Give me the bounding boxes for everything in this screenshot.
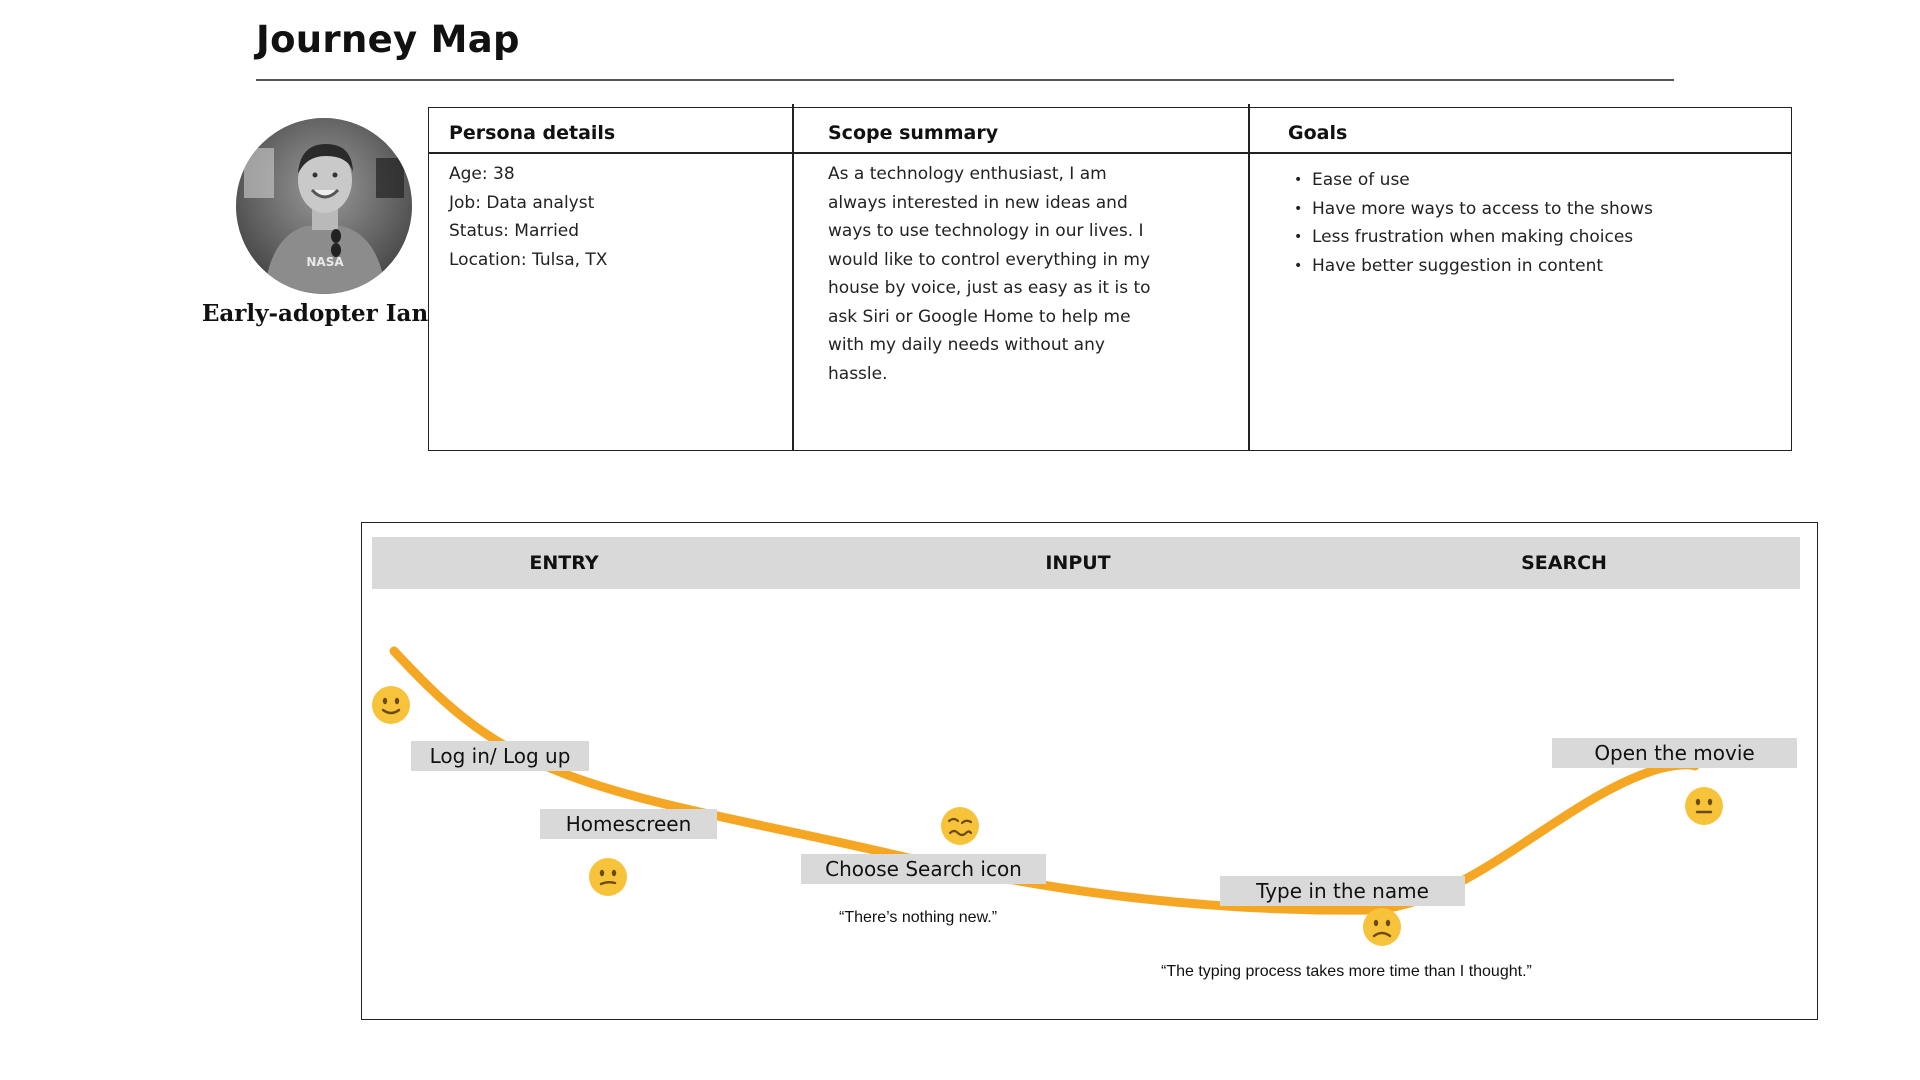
- step-type-name: Type in the name: [1220, 876, 1465, 906]
- page-title: Journey Map: [256, 18, 520, 61]
- scope-line: As a technology enthusiast, I am: [828, 164, 1107, 184]
- woozy-face-icon: [941, 807, 979, 845]
- scope-line: hassle.: [828, 363, 888, 384]
- scope-line: house by voice, just as easy as it is to: [828, 278, 1151, 298]
- phase-entry: ENTRY: [529, 552, 599, 574]
- step-open-movie: Open the movie: [1552, 738, 1797, 768]
- header-divider: [429, 152, 1791, 154]
- persona-status: Status: Married: [449, 221, 580, 241]
- scope-line: would like to control everything in my: [828, 249, 1151, 270]
- journey-frame: [361, 522, 1818, 1020]
- column-divider: [1248, 104, 1250, 451]
- scope-line: ways to use technology in our lives. I: [828, 221, 1144, 241]
- goal-item: Have better suggestion in content: [1294, 252, 1653, 281]
- scope-summary-heading: Scope summary: [828, 122, 999, 144]
- phase-bar: ENTRY INPUT SEARCH: [372, 537, 1800, 589]
- phase-input: INPUT: [1045, 552, 1111, 574]
- goals-list: Ease of use Have more ways to access to …: [1294, 166, 1653, 280]
- scope-line: with my daily needs without any: [828, 335, 1105, 355]
- persona-age: Age: 38: [449, 164, 515, 184]
- persona-job: Job: Data analyst: [449, 192, 595, 213]
- persona-location: Location: Tulsa, TX: [449, 249, 608, 270]
- goals-heading: Goals: [1288, 122, 1348, 144]
- goal-item: Have more ways to access to the shows: [1294, 195, 1653, 224]
- quote-type-name: “The typing process takes more time than…: [1161, 963, 1532, 980]
- goal-item: Less frustration when making choices: [1294, 223, 1653, 252]
- step-choose-search-icon: Choose Search icon: [801, 854, 1046, 884]
- slightly-smiling-face-icon: [372, 686, 410, 724]
- persona-info-table: Persona details Age: 38 Job: Data analys…: [428, 104, 1792, 451]
- slightly-frowning-face-icon: [1363, 908, 1401, 946]
- title-divider: [256, 79, 1674, 81]
- persona-name: Early-adopter Ian: [201, 300, 429, 327]
- step-homescreen: Homescreen: [540, 809, 717, 839]
- persona-details-heading: Persona details: [449, 122, 616, 144]
- phase-search: SEARCH: [1521, 552, 1607, 574]
- goal-item: Ease of use: [1294, 166, 1653, 195]
- quote-search-icon: “There’s nothing new.”: [839, 909, 998, 926]
- step-log-in: Log in/ Log up: [411, 741, 589, 771]
- column-divider: [792, 104, 794, 451]
- neutral-face-icon: [1685, 787, 1723, 825]
- shirt-logo-text: NASA: [306, 255, 344, 269]
- persona-details-list: Age: 38 Job: Data analyst Status: Marrie…: [449, 160, 607, 274]
- scope-line: ask Siri or Google Home to help me: [828, 306, 1131, 327]
- scope-summary-text: As a technology enthusiast, I am always …: [828, 160, 1151, 388]
- neutral-face-icon: [589, 858, 627, 896]
- person-photo-icon: NASA: [236, 118, 412, 294]
- scope-line: always interested in new ideas and: [828, 192, 1128, 213]
